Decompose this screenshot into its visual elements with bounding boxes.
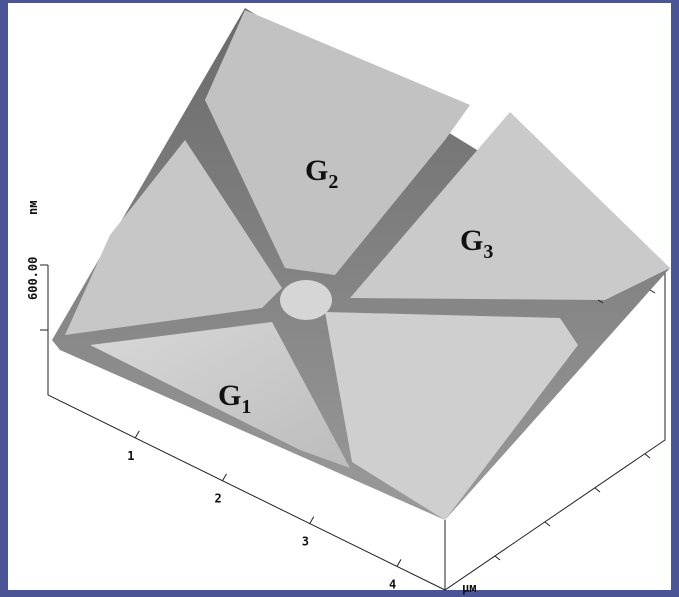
label-main: G [460,224,483,257]
z-value: 600.00 [26,257,40,300]
label-main: G [305,154,328,187]
x-tick-label: 4 [389,577,396,591]
x-tick-label: 3 [302,535,309,549]
label-sub: 1 [241,396,251,418]
z-unit: nм [26,201,40,215]
label-main: G [218,379,241,412]
center-plateau [280,280,332,320]
label-sub: 2 [328,171,338,193]
afm-image: 600.00 nм µм G1 G2 G3 1234 [0,0,679,597]
x-tick-label: 2 [215,492,222,506]
label-sub: 3 [483,241,493,263]
page: 600.00 nм µм G1 G2 G3 1234 (() => { cons… [0,0,679,597]
x-unit: µм [462,581,476,595]
x-tick-label: 1 [127,449,134,463]
